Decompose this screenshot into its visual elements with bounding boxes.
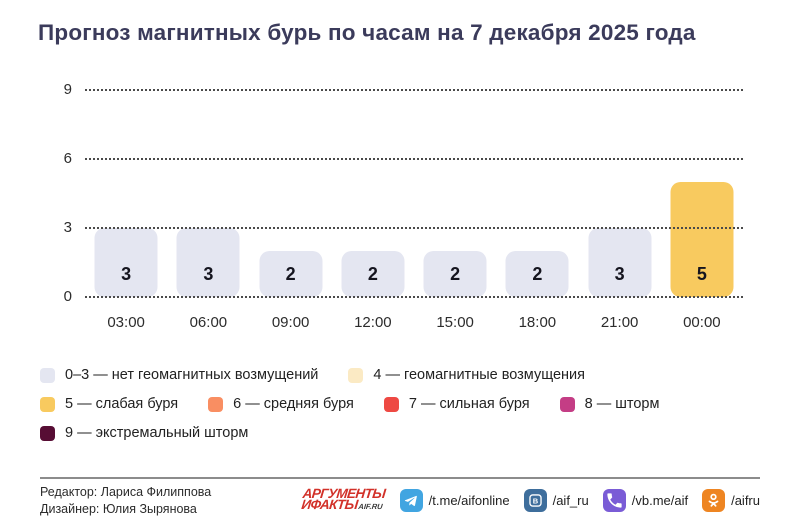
y-axis: 0 3 6 9	[40, 81, 72, 305]
aif-logo-suffix: AIF.RU	[358, 502, 384, 511]
bar-slot: 2	[496, 90, 578, 297]
legend-swatch	[208, 396, 224, 412]
legend-swatch	[383, 396, 399, 412]
bar-value-label: 5	[696, 263, 707, 284]
gridline-6	[85, 158, 743, 160]
bar-value-label: 3	[614, 263, 625, 284]
y-tick-label: 0	[63, 288, 72, 305]
page-title: Прогноз магнитных бурь по часам на 7 дек…	[38, 20, 696, 45]
bar-slot: 2	[250, 90, 332, 297]
x-tick-label: 09:00	[271, 314, 310, 331]
ok-icon	[702, 488, 726, 512]
legend-label: 0–3 — нет геомагнитных возмущений	[65, 367, 319, 383]
bar-value-label: 3	[203, 263, 214, 284]
x-tick-label: 18:00	[518, 314, 557, 331]
credit-designer: Дизайнер: Юлия Зырянова	[40, 502, 197, 516]
footer-divider	[40, 477, 760, 479]
bar-06:00: 3	[176, 228, 240, 297]
legend-row: 0–3 — нет геомагнитных возмущений 4 — гео…	[40, 367, 770, 383]
social-link-ok[interactable]: /aifru	[702, 488, 760, 512]
legend-row: 9 — экстремальный шторм	[40, 425, 770, 441]
legend-item: 8 — шторм	[559, 396, 660, 412]
social-link-vk[interactable]: В/aif_ru	[523, 488, 589, 512]
legend-swatch	[40, 396, 55, 412]
bar-18:00: 2	[505, 251, 569, 297]
legend-swatch	[40, 367, 55, 383]
bar-series: 3 3 2 2 2 2 3 5	[85, 90, 743, 297]
legend-item: 7 — сильная буря	[383, 396, 530, 412]
social-handle: /aif_ru	[552, 492, 589, 508]
plot-area: 3 3 2 2 2 2 3 5	[85, 89, 743, 298]
aif-logo-line2: ИФАКТЫAIF.RU	[300, 497, 384, 512]
bar-09:00: 2	[259, 251, 323, 297]
x-axis: 03:00 06:00 09:00 12:00 15:00 18:00 21:00 00:00	[85, 314, 743, 331]
y-tick-label: 6	[63, 150, 72, 167]
legend-label: 8 — шторм	[584, 396, 660, 412]
x-tick-label: 00:00	[683, 314, 721, 331]
bar-03:00: 3	[94, 228, 158, 297]
legend-label: 6 — средняя буря	[233, 396, 354, 412]
x-tick-label: 06:00	[189, 314, 228, 331]
legend-label: 4 — геомагнитные возмущения	[373, 367, 585, 383]
y-tick-label: 3	[63, 219, 72, 236]
legend-label: 9 — экстремальный шторм	[65, 425, 249, 441]
legend-item: 0–3 — нет геомагнитных возмущений	[40, 367, 318, 383]
credits: Редактор: Лариса Филиппова Дизайнер: Юли…	[40, 484, 211, 518]
legend-label: 7 — сильная буря	[408, 396, 530, 412]
bar-slot: 2	[414, 90, 496, 297]
x-tick-label: 15:00	[436, 314, 474, 331]
bar-value-label: 2	[532, 263, 543, 284]
social-link-viber[interactable]: /vb.me/aif	[602, 488, 689, 512]
bar-value-label: 2	[285, 263, 296, 284]
social-handle: /aifru	[731, 492, 760, 508]
bar-slot: 3	[579, 90, 661, 297]
gridline-0	[85, 296, 743, 298]
bar-slot: 5	[661, 90, 743, 297]
y-tick-label: 9	[63, 81, 72, 98]
x-tick-label: 03:00	[107, 314, 145, 331]
bar-slot: 3	[167, 90, 249, 297]
legend-swatch	[40, 425, 55, 441]
telegram-icon	[399, 488, 423, 512]
svg-text:В: В	[532, 496, 538, 505]
legend-swatch	[348, 367, 364, 383]
socials: /t.me/aifonline В/aif_ru/vb.me/aif/aifru	[399, 488, 760, 512]
x-tick-label: 12:00	[354, 314, 392, 331]
bar-00:00: 5	[670, 182, 734, 297]
bar-slot: 2	[332, 90, 414, 297]
social-handle: /vb.me/aif	[631, 492, 689, 508]
gridline-9	[85, 89, 743, 91]
legend-row: 5 — слабая буря 6 — средняя буря 7 — сильн…	[40, 396, 770, 412]
bar-12:00: 2	[341, 251, 405, 297]
legend-item: 4 — геомагнитные возмущения	[348, 367, 585, 383]
bar-value-label: 3	[121, 263, 132, 284]
viber-icon	[602, 488, 626, 512]
legend-label: 5 — слабая буря	[65, 396, 179, 412]
legend: 0–3 — нет геомагнитных возмущений 4 — гео…	[40, 367, 770, 454]
bar-15:00: 2	[423, 251, 487, 297]
legend-item: 5 — слабая буря	[40, 396, 178, 412]
legend-item: 6 — средняя буря	[208, 396, 354, 412]
vk-icon: В	[523, 488, 547, 512]
legend-swatch	[559, 396, 575, 412]
bar-value-label: 2	[367, 263, 378, 284]
aif-logo: АРГУМЕНТЫ ИФАКТЫAIF.RU	[300, 486, 386, 512]
footer-right: АРГУМЕНТЫ ИФАКТЫAIF.RU /t.me/aifonline В /…	[300, 486, 760, 512]
social-link-telegram[interactable]: /t.me/aifonline	[399, 488, 510, 512]
credit-editor: Редактор: Лариса Филиппова	[40, 485, 212, 499]
gridline-3	[85, 227, 743, 229]
bar-21:00: 3	[588, 228, 652, 297]
social-handle: /t.me/aifonline	[428, 492, 510, 508]
footer: Редактор: Лариса Филиппова Дизайнер: Юли…	[40, 484, 760, 518]
bar-slot: 3	[85, 90, 167, 297]
x-tick-label: 21:00	[600, 314, 639, 331]
legend-item: 9 — экстремальный шторм	[40, 425, 248, 441]
bar-value-label: 2	[450, 263, 461, 284]
